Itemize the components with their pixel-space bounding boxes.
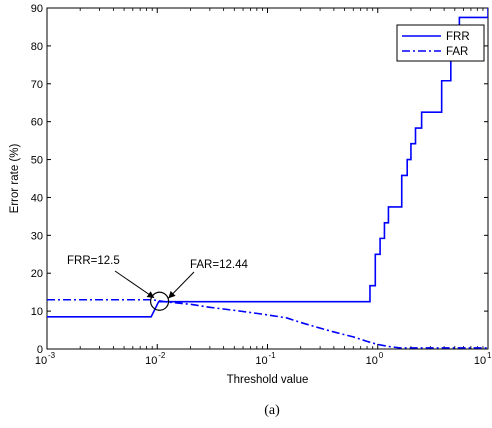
x-tick-base: 10 [145, 355, 157, 367]
y-tick-label: 40 [31, 192, 43, 204]
y-tick-label: 0 [37, 344, 43, 356]
y-tick-label: 70 [31, 79, 43, 91]
x-tick-base: 10 [366, 355, 378, 367]
y-tick-label: 10 [31, 306, 43, 318]
x-tick-label: 10 1 [474, 351, 492, 367]
x-tick-exponent: 1 [487, 351, 492, 360]
legend-label-far: FAR [446, 46, 468, 58]
far-annotation: FAR=12.44 [190, 259, 248, 271]
figure-caption: (a) [264, 403, 280, 418]
x-tick-label: 10 -1 [255, 351, 276, 367]
y-tick-label: 80 [31, 41, 43, 53]
x-axis-label: Threshold value [227, 374, 309, 386]
x-tick-exponent: -2 [158, 351, 166, 360]
x-tick-base: 10 [255, 355, 267, 367]
x-tick-base: 10 [35, 355, 47, 367]
x-tick-label: 10 -2 [145, 351, 166, 367]
y-tick-label: 60 [31, 117, 43, 129]
series-far-line [47, 298, 488, 349]
x-tick-label: 10 -3 [35, 351, 56, 367]
y-axis-label: Error rate (%) [9, 144, 21, 214]
plot-area [46, 7, 489, 350]
far-arrow [168, 271, 195, 299]
x-tick-exponent: 0 [379, 351, 384, 360]
intersection-circle [149, 291, 170, 311]
y-tick-label: 20 [31, 268, 43, 280]
x-tick-exponent: -1 [269, 351, 277, 360]
frr-annotation: FRR=12.5 [67, 255, 120, 267]
y-tick-label: 30 [31, 230, 43, 242]
frr-arrow [114, 270, 155, 299]
x-tick-label: 10 0 [366, 351, 384, 367]
y-tick-label: 50 [31, 155, 43, 167]
series-frr-line [47, 8, 488, 318]
x-tick-base: 10 [474, 355, 486, 367]
legend-label-frr: FRR [446, 31, 470, 43]
x-tick-exponent: -3 [48, 351, 56, 360]
y-tick-label: 90 [31, 3, 43, 15]
legend-box [396, 24, 485, 62]
